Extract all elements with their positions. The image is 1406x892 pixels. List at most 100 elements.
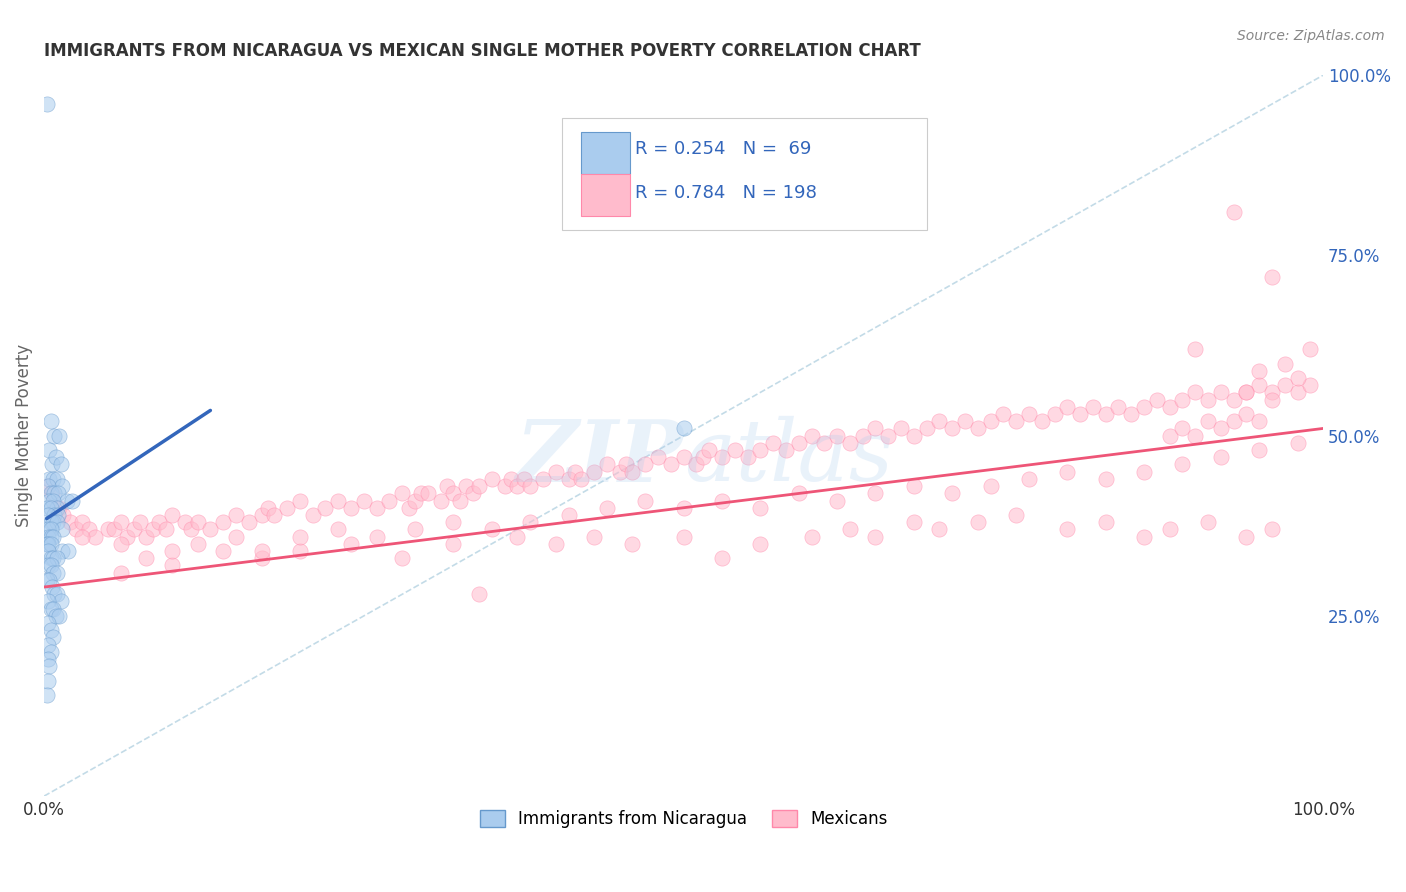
Point [340, 500, 363, 515]
Point [42, 601, 65, 615]
Point [142, 522, 165, 536]
Point [110, 566, 132, 580]
Point [583, 465, 606, 479]
Point [1133, 465, 1156, 479]
Point [506, 530, 529, 544]
Point [45, 515, 67, 529]
Point [378, 493, 401, 508]
Text: atlas: atlas [683, 416, 893, 499]
Point [441, 486, 464, 500]
Point [46, 486, 69, 500]
Point [288, 544, 311, 558]
Point [97, 522, 120, 536]
Point [45, 551, 67, 566]
Point [37, 616, 59, 631]
Text: R = 0.254   N =  69: R = 0.254 N = 69 [636, 140, 811, 159]
Point [39, 601, 62, 615]
Point [749, 443, 772, 458]
Point [1031, 414, 1053, 428]
Point [38, 472, 60, 486]
Point [1197, 392, 1219, 407]
Point [1261, 392, 1284, 407]
Point [416, 486, 439, 500]
Point [46, 508, 69, 522]
Point [411, 486, 433, 500]
Point [45, 472, 67, 486]
Point [49, 458, 72, 472]
Point [212, 515, 235, 529]
Point [404, 493, 426, 508]
Point [42, 551, 65, 566]
Point [135, 530, 157, 544]
Point [37, 479, 59, 493]
Point [1121, 407, 1143, 421]
Point [461, 486, 484, 500]
Point [42, 472, 65, 486]
Point [1094, 407, 1116, 421]
Point [44, 587, 66, 601]
Point [737, 450, 759, 465]
Point [749, 500, 772, 515]
Point [1133, 530, 1156, 544]
Point [1159, 522, 1181, 536]
Point [39, 486, 62, 500]
Point [762, 435, 785, 450]
Point [1056, 465, 1078, 479]
Point [212, 544, 235, 558]
Point [45, 587, 67, 601]
Point [787, 435, 810, 450]
Point [37, 530, 59, 544]
Point [72, 515, 94, 529]
Point [51, 479, 73, 493]
Point [72, 530, 94, 544]
Point [238, 515, 260, 529]
Point [800, 530, 823, 544]
Point [609, 465, 631, 479]
Point [391, 551, 413, 566]
Point [838, 522, 860, 536]
Point [160, 508, 183, 522]
Point [1234, 407, 1257, 421]
Point [711, 551, 734, 566]
Point [865, 421, 887, 435]
Point [51, 522, 73, 536]
Point [44, 508, 66, 522]
Point [672, 530, 695, 544]
Point [37, 652, 59, 666]
Point [1261, 385, 1284, 400]
Point [672, 500, 695, 515]
Point [531, 472, 554, 486]
Point [1249, 378, 1271, 392]
Point [200, 522, 222, 536]
Point [340, 537, 363, 551]
Point [301, 508, 323, 522]
Point [544, 465, 567, 479]
Point [1043, 407, 1066, 421]
Point [1018, 472, 1040, 486]
Text: Source: ZipAtlas.com: Source: ZipAtlas.com [1237, 29, 1385, 44]
Point [544, 537, 567, 551]
Point [1159, 428, 1181, 442]
Point [250, 544, 273, 558]
Point [1249, 364, 1271, 378]
Point [993, 407, 1015, 421]
Point [513, 472, 536, 486]
Point [1056, 400, 1078, 414]
Point [148, 515, 170, 529]
Point [941, 421, 963, 435]
Point [569, 472, 592, 486]
Point [35, 537, 58, 551]
Point [37, 544, 59, 558]
Point [506, 479, 529, 493]
Point [1286, 435, 1309, 450]
Point [353, 493, 375, 508]
Point [953, 414, 976, 428]
Point [1209, 421, 1232, 435]
Point [39, 522, 62, 536]
Point [250, 551, 273, 566]
Point [51, 544, 73, 558]
FancyBboxPatch shape [562, 119, 927, 230]
Point [42, 493, 65, 508]
Legend: Immigrants from Nicaragua, Mexicans: Immigrants from Nicaragua, Mexicans [472, 803, 894, 835]
Point [263, 508, 285, 522]
